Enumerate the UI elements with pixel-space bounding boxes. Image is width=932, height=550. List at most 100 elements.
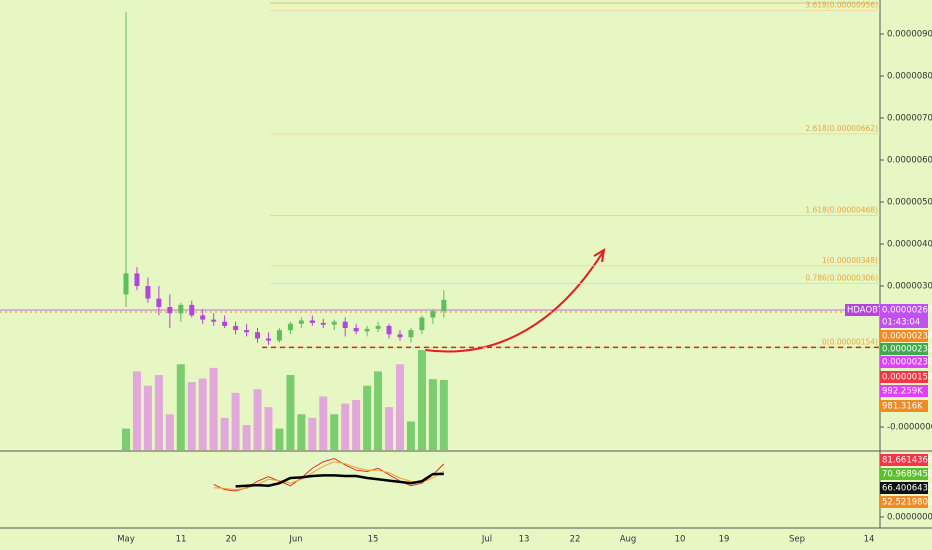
candle-body bbox=[441, 299, 447, 312]
indicator-tick-label: 0.00000000 bbox=[887, 512, 932, 522]
candle-body bbox=[320, 322, 326, 325]
candle-body bbox=[156, 298, 162, 307]
volume-bar bbox=[231, 392, 240, 450]
volume-bar bbox=[209, 367, 218, 450]
candle-body bbox=[430, 311, 436, 318]
volume-bar bbox=[439, 379, 448, 450]
volume-bar bbox=[428, 379, 437, 450]
candle-body bbox=[353, 328, 359, 332]
x-tick-label: 11 bbox=[176, 535, 187, 545]
candle-body bbox=[331, 321, 337, 325]
x-tick-label: 10 bbox=[675, 535, 686, 545]
candle-body bbox=[342, 321, 348, 328]
volume-bar bbox=[406, 421, 415, 450]
price-tag-label: 81.66143666 bbox=[882, 456, 932, 466]
volume-bar bbox=[220, 417, 229, 450]
price-tag-label: 0.00000230 bbox=[882, 358, 932, 368]
x-tick-label: Aug bbox=[620, 535, 637, 545]
x-tick-label: 13 bbox=[519, 535, 530, 545]
fib-label: 1.618(0.00000468) bbox=[805, 205, 878, 214]
volume-bar bbox=[165, 414, 174, 450]
price-tag bbox=[880, 454, 928, 466]
volume-bar bbox=[385, 407, 394, 450]
price-tag-label: 0.00000154 bbox=[882, 373, 932, 383]
volume-bar bbox=[154, 375, 163, 450]
candle-body bbox=[287, 323, 293, 331]
y-tick-label: -0.00000000 bbox=[887, 423, 932, 433]
candle-body bbox=[123, 273, 129, 295]
volume-bar bbox=[330, 414, 339, 450]
price-tag bbox=[880, 468, 928, 480]
fib-label: 0(0.00000154) bbox=[822, 337, 878, 346]
volume-bar bbox=[275, 428, 284, 450]
volume-bar bbox=[176, 364, 185, 450]
x-tick-label: 14 bbox=[864, 535, 875, 545]
volume-bar bbox=[417, 350, 426, 450]
candle-body bbox=[265, 338, 271, 341]
volume-bar bbox=[352, 400, 361, 450]
price-tag-label: 0.00000238 bbox=[882, 332, 932, 342]
volume-bar bbox=[132, 371, 141, 450]
fib-label: 0.786(0.00000306) bbox=[805, 273, 878, 282]
candle-body bbox=[397, 334, 403, 338]
volume-bar bbox=[253, 389, 262, 450]
candle-body bbox=[222, 321, 228, 326]
volume-bar bbox=[286, 375, 295, 450]
forecast-arrow bbox=[424, 251, 604, 353]
fib-label: 1(0.00000348) bbox=[822, 256, 878, 265]
x-tick-label: Sep bbox=[789, 535, 805, 545]
candle-body bbox=[255, 332, 261, 339]
candle-body bbox=[298, 320, 304, 324]
candle-body bbox=[244, 330, 250, 333]
price-tag bbox=[880, 496, 928, 508]
candle-body bbox=[211, 319, 217, 322]
price-tag bbox=[880, 400, 928, 412]
volume-bar bbox=[319, 396, 328, 450]
volume-bar bbox=[143, 385, 152, 450]
price-tag bbox=[880, 482, 928, 494]
candle-body bbox=[167, 307, 173, 314]
volume-bar bbox=[264, 407, 273, 450]
indicator-line bbox=[235, 472, 444, 488]
price-tag bbox=[880, 330, 928, 342]
x-tick-label: Jun bbox=[288, 535, 302, 545]
candle-body bbox=[134, 273, 140, 286]
price-tag-label: 992.259K bbox=[882, 387, 923, 397]
candle-body bbox=[408, 330, 414, 338]
y-tick-label: 0.00000300 bbox=[887, 282, 932, 292]
volume-bar bbox=[242, 425, 251, 450]
volume-bar bbox=[374, 371, 383, 450]
volume-bar bbox=[341, 403, 350, 450]
price-tag bbox=[880, 304, 928, 316]
volume-bar bbox=[308, 417, 317, 450]
x-tick-label: May bbox=[117, 535, 135, 545]
candle-body bbox=[364, 328, 370, 332]
volume-bar bbox=[297, 414, 306, 450]
x-tick-label: 20 bbox=[226, 535, 237, 545]
candle-body bbox=[386, 325, 392, 335]
candle-body bbox=[233, 325, 239, 331]
x-tick-label: 19 bbox=[719, 535, 730, 545]
fib-label: 2.618(0.00000662) bbox=[805, 124, 878, 133]
candle-body bbox=[200, 315, 206, 320]
candle-body bbox=[276, 330, 282, 341]
price-tag-label: 52.52198020 bbox=[882, 498, 932, 508]
candle-body bbox=[145, 286, 151, 299]
price-tag-label: 0.00000267 bbox=[882, 306, 932, 316]
price-tag bbox=[880, 343, 928, 355]
fib-label: 3.618(0.00000956) bbox=[805, 0, 878, 9]
price-tag bbox=[880, 371, 928, 383]
x-tick-label: Jul bbox=[481, 535, 492, 545]
price-tag-label: 0.00000232 bbox=[882, 345, 932, 355]
arrow-head bbox=[593, 248, 606, 263]
price-tag-label: 01:43:04 bbox=[882, 318, 920, 328]
x-tick-label: 22 bbox=[570, 535, 581, 545]
candle-body bbox=[419, 317, 425, 331]
volume-bar bbox=[198, 378, 207, 450]
